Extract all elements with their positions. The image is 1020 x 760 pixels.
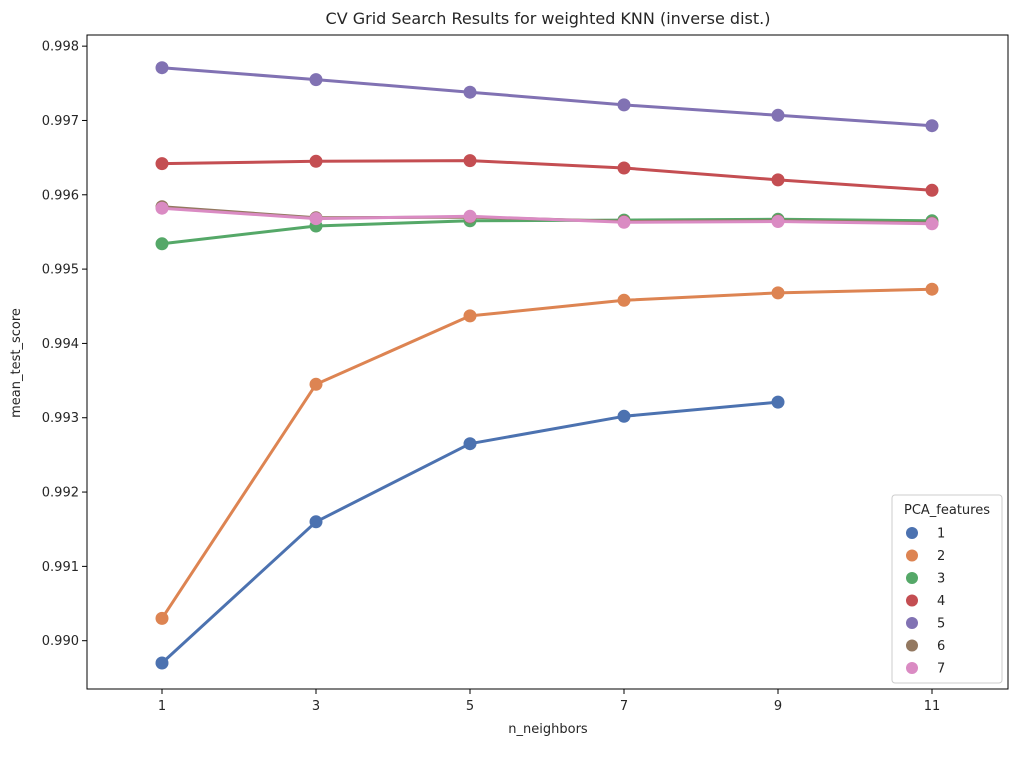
data-point [155, 611, 169, 625]
y-tick-label: 0.992 [42, 486, 79, 501]
legend-label: 4 [937, 594, 945, 609]
legend-title: PCA_features [904, 503, 990, 518]
x-tick-label: 9 [774, 699, 782, 714]
plot-series [155, 61, 939, 670]
data-point [309, 73, 323, 87]
data-point [309, 377, 323, 391]
data-point [771, 215, 785, 228]
legend-label: 3 [937, 572, 945, 587]
series-5 [155, 61, 939, 133]
y-tick-label: 0.994 [42, 337, 79, 352]
x-tick-label: 1 [158, 699, 166, 714]
y-tick-label: 0.997 [42, 114, 79, 129]
plot-frame [86, 34, 1009, 690]
legend-label: 1 [937, 527, 945, 542]
legend-label: 5 [937, 617, 945, 632]
data-point [309, 212, 323, 226]
data-point [463, 437, 477, 451]
legend-marker [906, 572, 918, 584]
y-tick-label: 0.991 [42, 560, 79, 575]
data-point [925, 217, 939, 231]
legend-marker [906, 594, 918, 607]
data-point [309, 154, 323, 168]
legend-item: 7 [906, 662, 945, 677]
series-line [160, 159, 934, 192]
x-axis-label: n_neighbors [508, 722, 588, 737]
data-point [155, 201, 169, 215]
legend-marker [906, 662, 918, 674]
data-point [155, 61, 169, 75]
y-tick-label: 0.998 [42, 40, 79, 55]
legend-marker [906, 527, 918, 539]
y-tick-label: 0.996 [42, 188, 79, 203]
data-point [925, 282, 939, 296]
y-axis-label: mean_test_score [9, 308, 24, 418]
data-point [463, 154, 477, 168]
series-1 [155, 395, 785, 670]
legend-item: 3 [906, 572, 945, 587]
x-tick-label: 11 [924, 699, 941, 714]
legend-marker [906, 549, 918, 562]
data-point [925, 119, 939, 133]
data-point [463, 309, 477, 323]
legend-label: 6 [937, 639, 945, 654]
x-tick-label: 7 [620, 699, 628, 714]
y-tick-label: 0.993 [42, 411, 79, 426]
y-tick-label: 0.995 [42, 263, 79, 278]
series-4 [155, 154, 939, 197]
data-point [617, 215, 631, 229]
data-point [925, 183, 939, 197]
x-tick-label: 5 [466, 699, 474, 714]
data-point [309, 515, 323, 529]
data-point [155, 656, 169, 670]
data-point [771, 173, 785, 187]
data-point [617, 409, 631, 423]
data-point [771, 395, 785, 409]
legend-item: 5 [906, 617, 945, 632]
data-point [617, 161, 631, 175]
y-tick-label: 0.990 [42, 634, 79, 649]
data-point [463, 209, 477, 223]
series-line [160, 287, 934, 620]
series-line [160, 206, 934, 226]
series-line [160, 66, 934, 128]
legend-item: 1 [906, 527, 945, 542]
series-2 [155, 282, 939, 625]
legend-marker [906, 639, 918, 652]
legend-item: 4 [906, 594, 945, 609]
legend-label: 2 [937, 549, 945, 564]
chart-title: CV Grid Search Results for weighted KNN … [326, 9, 771, 28]
legend-item: 6 [906, 639, 945, 654]
data-point [155, 157, 169, 171]
data-point [771, 286, 785, 300]
legend-label: 7 [937, 662, 945, 677]
x-tick-label: 3 [312, 699, 320, 714]
series-7 [155, 201, 939, 231]
legend: PCA_features 1 2 3 4 5 6 7 [891, 494, 1003, 684]
data-point [771, 108, 785, 122]
legend-marker [906, 617, 918, 629]
data-point [155, 237, 169, 251]
data-point [617, 98, 631, 112]
axes: 1 3 5 7 9 11 0.990 0.991 0.992 0.993 0.994 0.995 0.9… [42, 34, 1009, 714]
legend-box [891, 494, 1003, 684]
data-point [617, 293, 631, 307]
data-point [463, 85, 477, 99]
legend-item: 2 [906, 549, 945, 564]
